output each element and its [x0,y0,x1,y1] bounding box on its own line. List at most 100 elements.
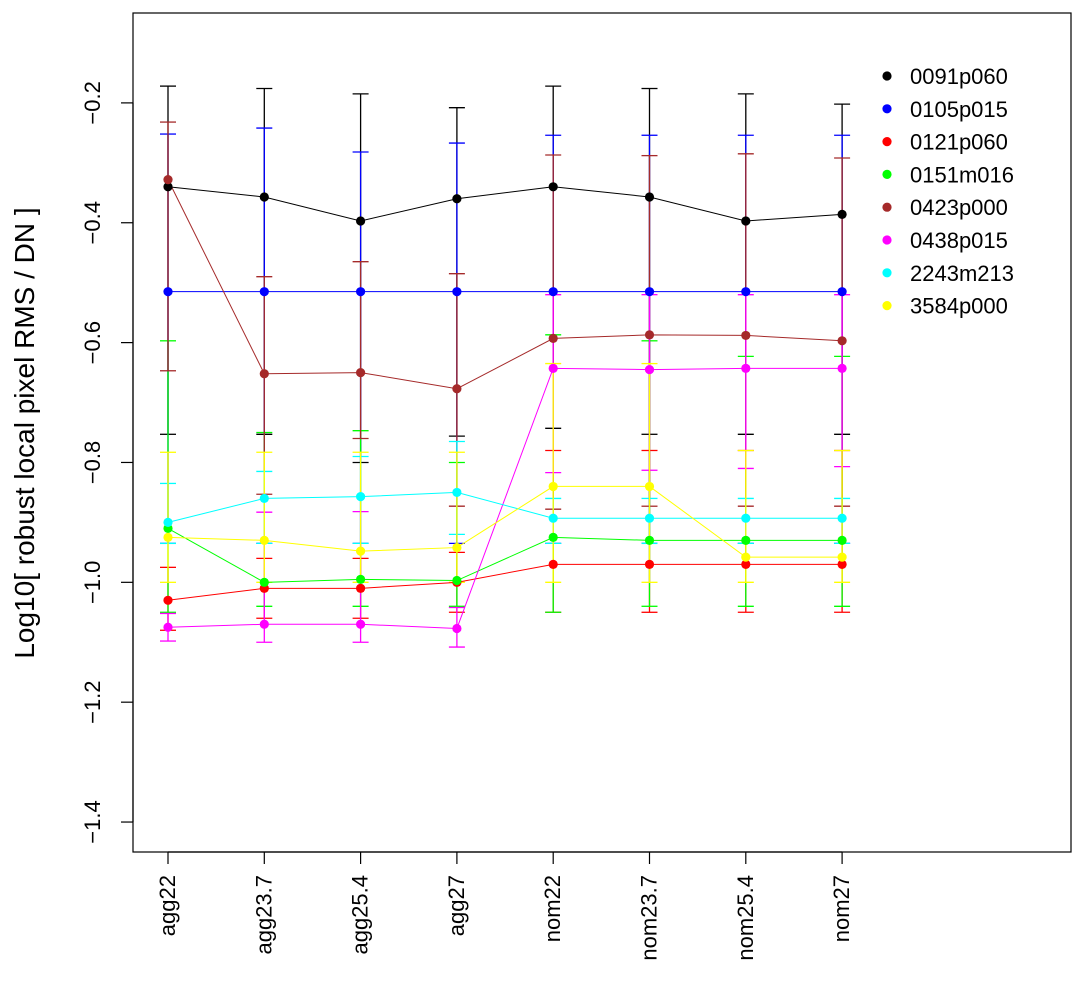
data-point-2243m213 [837,513,847,523]
data-point-0091p060 [163,182,173,192]
data-point-2243m213 [548,513,558,523]
legend-entry-0121p060: 0121p060 [910,130,1008,155]
data-point-0121p060 [741,559,751,569]
legend-entry-3584p000: 3584p000 [910,294,1008,319]
data-point-0105p015 [259,287,269,297]
data-point-0423p000 [452,384,462,394]
data-point-0121p060 [356,583,366,593]
x-tick-label: nom22 [540,875,565,942]
data-point-0438p015 [452,623,462,634]
data-point-0121p060 [163,595,173,605]
y-tick-label: −1.4 [80,800,105,843]
x-tick-label: nom27 [829,875,854,942]
x-tick-label: nom25.4 [733,875,758,961]
data-point-0423p000 [837,336,847,346]
data-point-0151m016 [452,575,462,586]
y-tick-label: −0.2 [80,81,105,124]
series-points [163,175,847,634]
y-axis: −1.4 −1.2 −1.0 −0.8 −0.6 −0.4 −0.2 [80,81,134,844]
data-point-0151m016 [356,574,366,584]
data-point-0091p060 [644,192,655,202]
data-point-0438p015 [259,619,269,629]
data-point-0423p000 [644,330,655,340]
y-axis-label: Log10[ robust local pixel RMS / DN ] [9,207,40,658]
data-point-0423p000 [356,367,366,378]
x-tick-label: nom23.7 [637,875,662,961]
legend-entry-2243m213: 2243m213 [910,261,1014,286]
data-point-0151m016 [548,532,558,542]
data-point-0091p060 [356,216,366,226]
data-point-2243m213 [452,487,462,498]
data-point-0091p060 [548,182,558,192]
data-point-0121p060 [548,559,558,569]
data-point-2243m213 [644,513,655,523]
data-point-0151m016 [644,535,655,545]
data-point-3584p000 [259,535,269,545]
data-point-0091p060 [837,209,847,219]
legend-marker-0423p000 [882,202,892,212]
legend-entry-0091p060: 0091p060 [910,64,1008,89]
data-point-0438p015 [741,363,751,373]
data-point-3584p000 [837,552,847,562]
legend-entry-0438p015: 0438p015 [910,228,1008,253]
legend-entry-0151m016: 0151m016 [910,162,1014,187]
data-point-2243m213 [259,493,269,504]
series-line-0438p015 [167,367,843,629]
data-point-3584p000 [356,546,366,556]
legend-entry-0105p015: 0105p015 [910,97,1008,122]
data-point-3584p000 [452,542,462,553]
x-tick-label: agg23.7 [251,875,276,955]
data-point-0105p015 [356,287,366,297]
data-point-0091p060 [741,216,751,226]
x-tick-label: agg27 [444,875,469,936]
data-point-2243m213 [741,513,751,523]
series-line-0121p060 [167,563,843,601]
data-point-0438p015 [356,619,366,629]
series-lines [167,179,843,629]
data-point-0091p060 [452,194,462,204]
legend-entry-0423p000: 0423p000 [910,195,1008,220]
data-point-0423p000 [163,175,173,185]
data-point-0151m016 [837,535,847,545]
series-line-0151m016 [167,527,843,583]
data-point-0438p015 [163,622,173,632]
x-axis: agg22 agg23.7 agg25.4 agg27 nom22 nom23.7 nom2… [155,851,854,961]
data-point-3584p000 [644,481,655,492]
x-tick-label: agg25.4 [348,875,373,955]
legend-marker-0151m016 [882,169,892,179]
data-point-0438p015 [837,363,847,373]
data-point-3584p000 [163,532,173,542]
series-line-3584p000 [167,485,843,558]
legend: 0091p060 0105p015 0121p060 0151m016 0423p000… [882,64,1014,319]
legend-marker-2243m213 [882,268,892,278]
data-point-2243m213 [163,517,173,527]
data-point-3584p000 [548,481,558,492]
data-point-0105p015 [452,287,462,297]
data-point-0121p060 [644,559,655,569]
data-point-0423p000 [548,333,558,344]
y-tick-label: −0.8 [80,441,105,484]
data-point-0121p060 [837,559,847,569]
data-point-0105p015 [741,287,751,297]
data-point-0423p000 [741,330,751,341]
data-point-2243m213 [356,492,366,502]
y-tick-label: −1.0 [80,561,105,604]
data-point-0438p015 [548,363,558,373]
data-point-0151m016 [259,577,269,587]
data-point-0105p015 [644,287,655,297]
series-line-0423p000 [167,179,843,390]
x-tick-label: agg22 [155,875,180,936]
data-point-0438p015 [644,364,655,375]
legend-marker-0121p060 [882,137,892,147]
y-tick-label: −0.6 [80,321,105,364]
y-tick-label: −0.4 [80,201,105,244]
data-point-0423p000 [259,369,269,379]
series-line-0091p060 [167,186,843,222]
legend-marker-0438p015 [882,235,892,245]
data-point-0091p060 [259,192,269,202]
legend-marker-0091p060 [882,71,892,81]
data-point-3584p000 [741,552,751,562]
legend-marker-3584p000 [882,301,892,311]
data-point-0105p015 [548,287,558,297]
